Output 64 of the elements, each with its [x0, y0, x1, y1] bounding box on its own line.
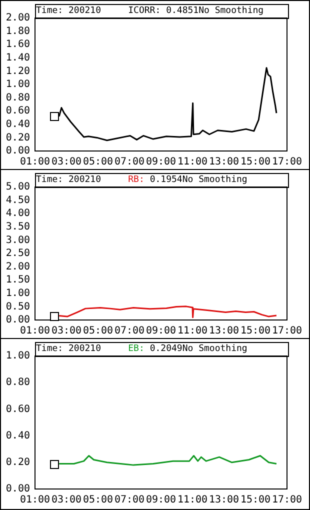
x-tick-label: 17:00 [272, 326, 302, 337]
y-tick-label: 1.60 [6, 39, 30, 50]
y-tick-label: 1.20 [6, 66, 30, 77]
y-tick-label: 2.00 [6, 12, 30, 24]
chart-title: Time: 200210 [36, 344, 102, 354]
x-tick-label: 03:00 [51, 156, 82, 168]
y-tick-label: 4.00 [6, 208, 30, 220]
y-tick-label: 5.00 [6, 182, 30, 193]
chart-title: Time: 200210 [36, 6, 102, 16]
text: RB: [128, 175, 144, 185]
x-tick-label: 07:00 [114, 326, 145, 337]
y-tick-label: 0.40 [6, 118, 30, 130]
x-tick-label: 01:00 [20, 494, 50, 506]
y-tick-label: 0.80 [6, 92, 30, 104]
y-tick-label: 2.00 [6, 261, 30, 272]
text: 0.4851No Smoothing [166, 6, 264, 16]
x-tick-label: 13:00 [208, 156, 240, 168]
y-tick-label: 4.50 [6, 194, 30, 206]
x-tick-label: 15:00 [240, 156, 271, 168]
x-tick-label: 11:00 [177, 156, 208, 168]
y-tick-label: 3.00 [6, 234, 30, 246]
y-tick-label: 0.60 [6, 404, 30, 415]
x-tick-label: 15:00 [240, 494, 271, 506]
x-tick-label: 09:00 [146, 326, 176, 337]
chart-title: Time: 200210 [36, 175, 102, 185]
y-tick-label: 0.60 [6, 106, 30, 117]
y-tick-label: 2.50 [6, 248, 30, 260]
y-tick-label: 1.50 [6, 274, 30, 286]
x-tick-label: 01:00 [20, 156, 50, 168]
y-tick-label: 1.00 [6, 288, 30, 299]
x-tick-label: 05:00 [82, 494, 114, 506]
y-tick-label: 0.40 [6, 430, 30, 442]
x-tick-label: 13:00 [208, 326, 240, 337]
x-tick-label: 11:00 [177, 326, 208, 337]
y-tick-label: 0.20 [6, 456, 30, 468]
y-tick-label: 3.50 [6, 221, 30, 232]
y-tick-label: 0.00 [6, 484, 30, 495]
x-tick-label: 05:00 [82, 326, 114, 337]
text: ICORR: [128, 6, 161, 16]
y-tick-label: 0.00 [6, 146, 30, 157]
text: 0.2049No Smoothing [150, 344, 248, 354]
y-tick-label: 1.80 [6, 26, 30, 37]
x-tick-label: 05:00 [82, 156, 114, 168]
x-tick-label: 17:00 [272, 156, 302, 168]
y-tick-label: 0.50 [6, 301, 30, 312]
x-tick-label: 11:00 [177, 494, 208, 506]
y-tick-label: 0.20 [6, 132, 30, 144]
y-tick-label: 0.00 [6, 314, 30, 326]
text: EB: [128, 344, 144, 354]
y-tick-label: 0.80 [6, 377, 30, 388]
x-tick-label: 03:00 [51, 494, 82, 506]
text: 0.1954No Smoothing [150, 175, 248, 185]
y-tick-label: 1.00 [6, 350, 30, 362]
x-tick-label: 09:00 [146, 494, 176, 506]
x-tick-label: 15:00 [240, 326, 271, 337]
x-tick-label: 07:00 [114, 494, 145, 506]
x-tick-label: 17:00 [272, 494, 302, 506]
y-tick-label: 1.40 [6, 52, 30, 64]
x-tick-label: 01:00 [20, 326, 50, 337]
x-tick-label: 03:00 [51, 326, 82, 337]
x-tick-label: 07:00 [114, 156, 145, 168]
x-tick-label: 13:00 [208, 494, 240, 506]
x-tick-label: 09:00 [146, 156, 176, 168]
y-tick-label: 1.00 [6, 79, 30, 90]
